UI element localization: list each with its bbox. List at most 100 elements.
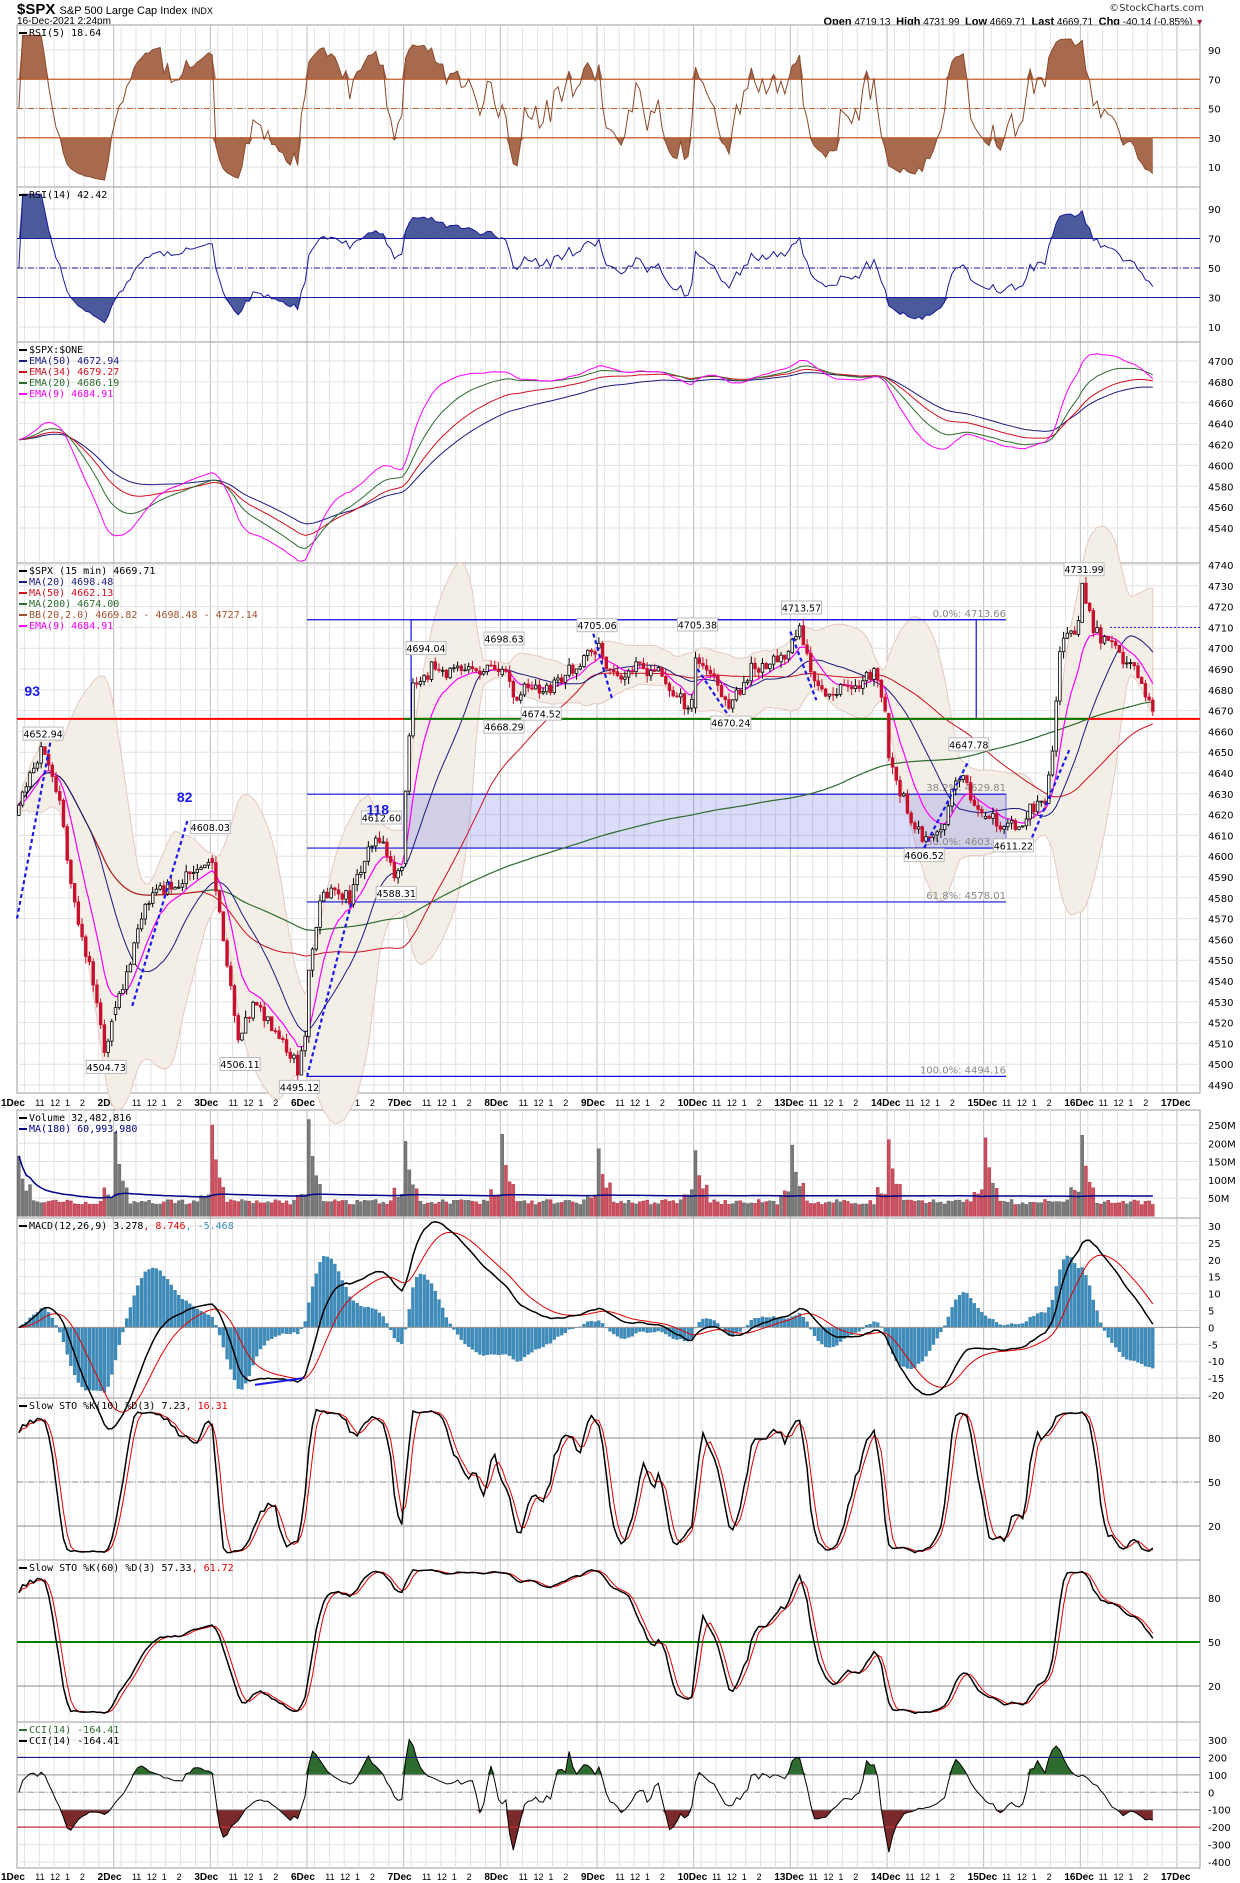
candle (333, 886, 337, 896)
x-hour-label: 2 (563, 1098, 568, 1108)
macd-histogram-bar (411, 1287, 415, 1328)
candle (972, 794, 977, 807)
macd-histogram-bar (916, 1327, 921, 1364)
volume-bar (626, 1199, 631, 1217)
volume-bar (299, 1194, 304, 1217)
volume-bar (229, 1199, 233, 1217)
candle-body (496, 668, 501, 672)
volume-bar (994, 1188, 999, 1217)
candle-body (957, 779, 962, 782)
y-tick-label: 4540 (1208, 977, 1233, 988)
macd-histogram-bar (656, 1327, 660, 1332)
volume-bar (151, 1203, 155, 1217)
volume-bar (426, 1202, 430, 1217)
candle (998, 821, 1003, 833)
candle-body (385, 841, 389, 857)
candle (682, 692, 687, 716)
candle (652, 663, 657, 673)
fib-label: 50.0%: 4603.91 (926, 837, 1006, 848)
candle-body (392, 861, 397, 879)
candle-body (121, 988, 125, 995)
y-tick-label: 200M (1208, 1139, 1236, 1150)
macd-histogram-bar (534, 1327, 538, 1350)
macd-histogram-bar (831, 1327, 835, 1347)
candle-body (731, 699, 735, 709)
candle (835, 688, 839, 699)
y-tick-label: 80 (1208, 1594, 1221, 1605)
candle-body (533, 684, 538, 690)
volume-bar (463, 1200, 467, 1217)
volume-bar (54, 1199, 58, 1217)
candle (35, 760, 40, 772)
macd-histogram-bar (106, 1327, 110, 1387)
candle (269, 1016, 274, 1032)
candle (162, 880, 166, 896)
volume-bar (1128, 1201, 1133, 1217)
volume-bar (69, 1200, 73, 1217)
x-day-label: 15Dec (968, 1872, 998, 1883)
macd-histogram-bar (913, 1327, 917, 1368)
candle (266, 1016, 270, 1025)
volume-bar (232, 1200, 237, 1217)
candle (1080, 582, 1084, 623)
x-hour-label: 11 (809, 1098, 818, 1108)
candle (359, 865, 363, 878)
candle (414, 676, 419, 689)
candle (136, 923, 140, 949)
price-label: 4705.06 (577, 621, 616, 632)
volume-bar (195, 1201, 200, 1217)
volume-bar (433, 1203, 437, 1217)
candle (496, 662, 501, 677)
candle-body (727, 699, 731, 709)
candle (604, 656, 608, 670)
volume-bar (820, 1204, 824, 1217)
x-hour-label: 2 (1047, 1098, 1052, 1108)
macd-histogram-bar (322, 1256, 326, 1328)
volume-bar (1106, 1200, 1110, 1217)
x-hour-label: 2 (853, 1098, 858, 1108)
x-hour-label: 1 (162, 1872, 167, 1882)
volume-bar (277, 1200, 281, 1217)
candle (489, 660, 493, 667)
macd-histogram-bar (470, 1327, 475, 1350)
candle-body (675, 695, 679, 698)
candle (541, 687, 545, 696)
candle-body (649, 670, 653, 677)
candle-body (489, 664, 493, 667)
candle-body (210, 858, 214, 863)
volume-bar (783, 1190, 787, 1217)
volume-bar (344, 1200, 348, 1217)
candle (403, 790, 408, 867)
macd-histogram-bar (210, 1316, 214, 1328)
candle (909, 810, 913, 826)
fib-label: 61.8%: 4578.01 (926, 891, 1006, 902)
volume-bar (898, 1184, 902, 1217)
candle (968, 776, 973, 804)
candle-body (823, 688, 828, 697)
legend-swatch-icon (19, 581, 27, 583)
y-tick-label: 5 (1208, 1307, 1214, 1318)
macd-histogram-bar (1114, 1327, 1118, 1348)
price-label-box (676, 617, 718, 632)
candle-body (292, 1054, 296, 1059)
candle-body (1054, 700, 1058, 752)
macd-histogram-bar (448, 1323, 452, 1328)
volume-bar (381, 1201, 385, 1217)
volume-bar (760, 1202, 765, 1217)
volume-bar (835, 1199, 839, 1217)
candle-body (831, 693, 835, 696)
candle-body (388, 855, 393, 863)
candle (493, 660, 497, 672)
volume-bar (1002, 1201, 1006, 1217)
x-hour-label: 1 (355, 1872, 360, 1882)
macd-histogram-bar (1147, 1327, 1151, 1368)
candle (374, 835, 378, 852)
x-hour-label: 11 (35, 1098, 44, 1108)
x-hour-label: 11 (615, 1098, 624, 1108)
candle-body (455, 665, 460, 669)
candle (582, 653, 586, 669)
volume-bar (388, 1200, 393, 1217)
x-hour-label: 11 (325, 1872, 334, 1882)
volume-bar (630, 1202, 635, 1217)
candle-body (132, 942, 136, 965)
